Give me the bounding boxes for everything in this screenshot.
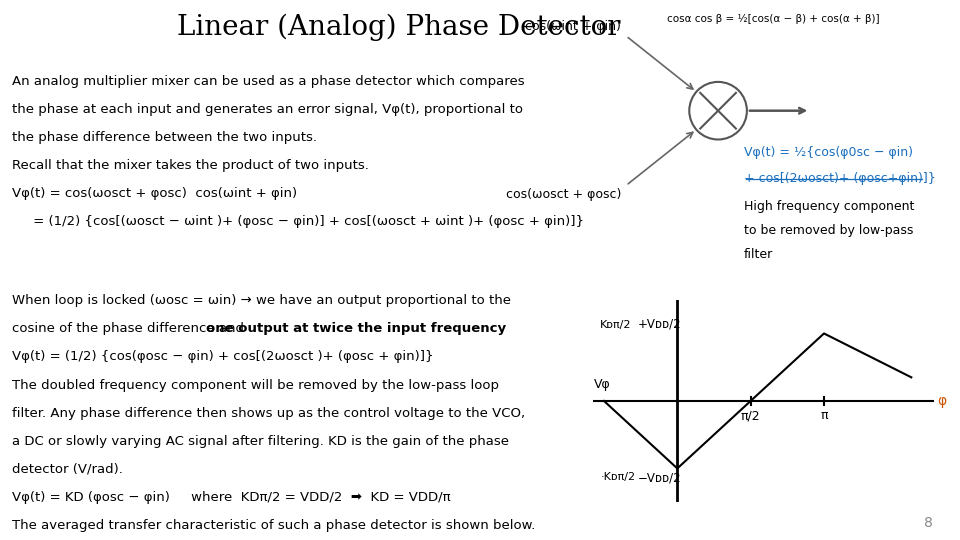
- Text: π: π: [820, 409, 828, 422]
- Text: the phase difference between the two inputs.: the phase difference between the two inp…: [12, 131, 317, 144]
- Text: Vφ: Vφ: [594, 377, 611, 390]
- Text: = (1/2) {cos[(ωosct − ωint )+ (φosc − φin)] + cos[(ωosct + ωint )+ (φosc + φin)]: = (1/2) {cos[(ωosct − ωint )+ (φosc − φi…: [12, 215, 584, 228]
- Text: detector (V/rad).: detector (V/rad).: [12, 463, 122, 476]
- Text: The doubled frequency component will be removed by the low-pass loop: The doubled frequency component will be …: [12, 379, 498, 392]
- Text: π/2: π/2: [741, 409, 760, 422]
- Text: Vφ(t) = cos(ωosct + φosc)  cos(ωint + φin): Vφ(t) = cos(ωosct + φosc) cos(ωint + φin…: [12, 187, 297, 200]
- Text: +Vᴅᴅ/2: +Vᴅᴅ/2: [637, 317, 682, 330]
- Text: cosα cos β = ½[cos(α − β) + cos(α + β)]: cosα cos β = ½[cos(α − β) + cos(α + β)]: [667, 14, 879, 24]
- Text: Kᴅπ/2: Kᴅπ/2: [600, 320, 632, 330]
- Text: cos(ωosct + φosc): cos(ωosct + φosc): [506, 188, 621, 201]
- Text: When loop is locked (ωosc = ωin) → we have an output proportional to the: When loop is locked (ωosc = ωin) → we ha…: [12, 294, 511, 307]
- Text: φ: φ: [937, 394, 947, 408]
- Text: + cos[(2ωosct)+ (φosc+φin)]}: + cos[(2ωosct)+ (φosc+φin)]}: [744, 172, 936, 185]
- Text: High frequency component: High frequency component: [744, 200, 914, 213]
- Text: The averaged transfer characteristic of such a phase detector is shown below.: The averaged transfer characteristic of …: [12, 519, 535, 532]
- Text: the phase at each input and generates an error signal, Vφ(t), proportional to: the phase at each input and generates an…: [12, 103, 522, 116]
- Text: cos(ωint + φin): cos(ωint + φin): [525, 20, 621, 33]
- Text: Vφ(t) = ½{cos(φ0sc − φin): Vφ(t) = ½{cos(φ0sc − φin): [744, 146, 913, 159]
- Text: cosine of the phase difference and: cosine of the phase difference and: [12, 322, 248, 335]
- Text: −Vᴅᴅ/2: −Vᴅᴅ/2: [637, 472, 682, 485]
- Text: Vφ(t) = (1/2) {cos(φosc − φin) + cos[(2ωosct )+ (φosc + φin)]}: Vφ(t) = (1/2) {cos(φosc − φin) + cos[(2ω…: [12, 350, 433, 363]
- Text: 8: 8: [924, 516, 933, 530]
- Text: .: .: [435, 322, 443, 335]
- Text: Vφ(t) = KD (φosc − φin)     where  KDπ/2 = VDD/2  ➡  KD = VDD/π: Vφ(t) = KD (φosc − φin) where KDπ/2 = VD…: [12, 491, 450, 504]
- Text: Linear (Analog) Phase Detector: Linear (Analog) Phase Detector: [177, 14, 620, 41]
- Text: filter. Any phase difference then shows up as the control voltage to the VCO,: filter. Any phase difference then shows …: [12, 407, 525, 420]
- Text: ·Kᴅπ/2: ·Kᴅπ/2: [600, 472, 636, 482]
- Text: filter: filter: [744, 248, 773, 261]
- Text: one output at twice the input frequency: one output at twice the input frequency: [206, 322, 507, 335]
- Text: Recall that the mixer takes the product of two inputs.: Recall that the mixer takes the product …: [12, 159, 369, 172]
- Text: An analog multiplier mixer can be used as a phase detector which compares: An analog multiplier mixer can be used a…: [12, 75, 524, 87]
- Text: a DC or slowly varying AC signal after filtering. KD is the gain of the phase: a DC or slowly varying AC signal after f…: [12, 435, 509, 448]
- Text: to be removed by low-pass: to be removed by low-pass: [744, 224, 913, 237]
